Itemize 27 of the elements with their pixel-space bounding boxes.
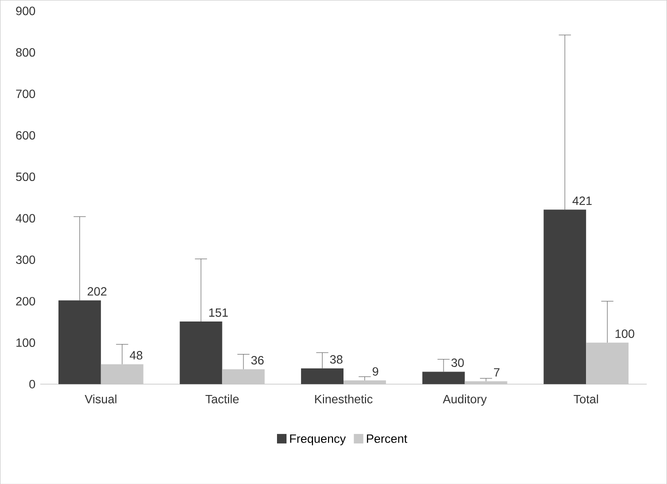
y-tick-label: 300 [16,255,36,264]
data-label: 38 [330,354,342,364]
x-tick-label: Visual [84,394,116,404]
y-tick-label: 800 [16,48,36,56]
data-label: 100 [616,329,634,338]
x-tick-label: Tactile [205,394,239,404]
y-tick-label: 700 [16,89,36,98]
x-tick-label: Kinesthetic [315,394,373,404]
y-tick-label: 400 [16,214,36,222]
data-label: 36 [251,356,264,364]
y-tick-label: 200 [16,296,36,306]
data-label: 48 [130,350,142,360]
data-label: 9 [372,367,378,376]
y-tick-label: 900 [16,6,36,16]
data-label: 421 [572,196,592,205]
data-label: 151 [209,308,228,317]
y-tick-label: 500 [16,172,36,181]
data-label: 7 [494,368,500,376]
y-tick-label: 0 [29,380,36,388]
x-tick-label: Auditory [442,394,487,406]
y-tick-label: 600 [16,130,36,140]
data-label: 202 [88,286,106,296]
data-label: 30 [451,358,464,367]
y-tick-label: 100 [16,338,36,347]
legend-label: Frequency [290,434,346,446]
x-tick-label: Total [574,394,598,404]
legend-label: Percent [366,434,408,443]
